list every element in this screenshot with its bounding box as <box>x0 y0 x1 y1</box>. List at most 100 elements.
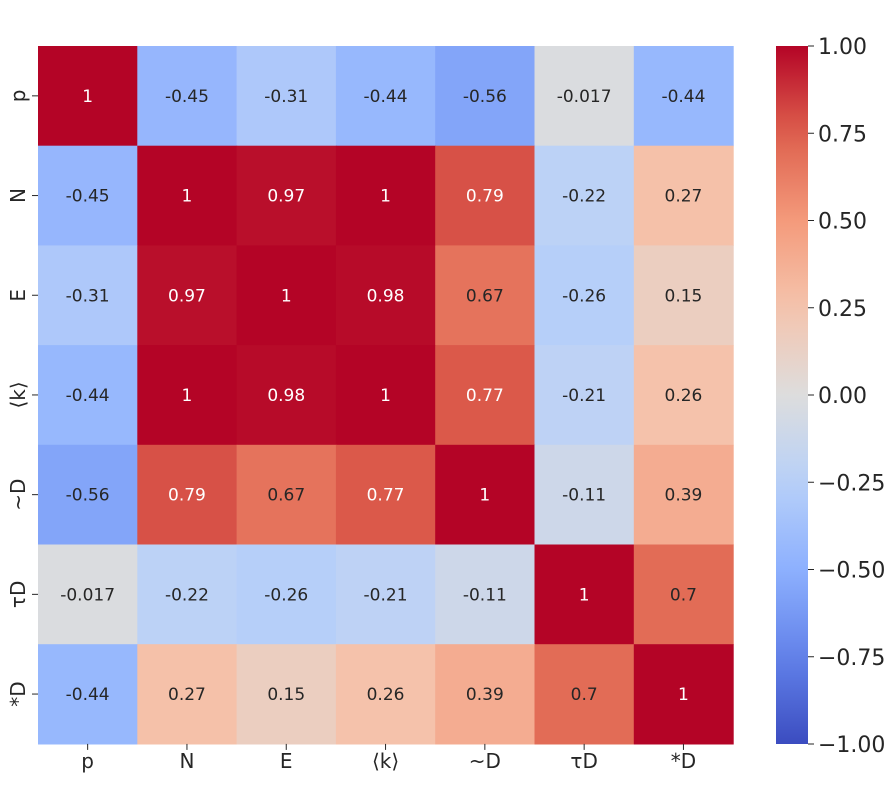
heatmap-cell <box>236 644 337 745</box>
heatmap-cell <box>137 245 238 346</box>
cell-value-label: 0.15 <box>267 685 305 705</box>
heatmap-cell <box>335 444 436 546</box>
y-tick-label: ~D <box>6 479 30 511</box>
heatmap-cell <box>236 544 337 645</box>
x-tick-label: ~D <box>469 749 501 773</box>
heatmap-cell <box>137 644 238 745</box>
cell-value-label: -0.56 <box>66 486 110 506</box>
cell-value-label: 0.27 <box>665 187 703 207</box>
heatmap-cell <box>435 345 536 446</box>
x-tick-label: E <box>280 749 293 773</box>
heatmap-cell <box>633 644 734 745</box>
colorbar-tick-label: 0.50 <box>818 210 867 235</box>
colorbar-tick-label: −0.25 <box>818 471 885 496</box>
heatmap-cell <box>435 444 536 546</box>
heatmap-cell <box>534 145 635 246</box>
heatmap-cell <box>335 145 436 246</box>
heatmap-cell <box>137 444 238 546</box>
cell-value-label: -0.21 <box>364 585 408 605</box>
cell-value-label: 0.77 <box>367 486 405 506</box>
heatmap-cell <box>38 245 138 346</box>
heatmap-cell <box>534 444 635 546</box>
y-tick-label: ⟨k⟩ <box>6 381 30 408</box>
y-tick-label: *D <box>6 681 30 706</box>
heatmap-cell <box>534 345 635 446</box>
heatmap-cell <box>137 46 238 147</box>
x-tick-label: p <box>81 749 94 773</box>
heatmap-cell <box>534 245 635 346</box>
heatmap-cell <box>633 46 734 147</box>
heatmap-cell <box>633 444 734 546</box>
heatmap-cell <box>435 145 536 246</box>
cell-value-label: -0.44 <box>66 386 110 406</box>
heatmap-cell <box>534 544 635 645</box>
cell-value-label: 0.98 <box>367 286 405 306</box>
cell-value-label: 1 <box>182 386 193 406</box>
heatmap-cell <box>633 245 734 346</box>
y-axis: p N E ⟨k⟩ ~D τD *D <box>6 89 38 707</box>
heatmap-cell <box>435 245 536 346</box>
heatmap-cell <box>236 444 337 546</box>
cell-value-label: -0.017 <box>557 87 612 107</box>
cell-value-label: -0.22 <box>165 585 209 605</box>
x-tick-label: *D <box>671 749 696 773</box>
cell-value-label: 1 <box>380 187 391 207</box>
cell-value-label: 0.67 <box>466 286 504 306</box>
heatmap-cell <box>137 544 238 645</box>
cell-value-label: 0.97 <box>168 286 206 306</box>
heatmap-cell <box>633 544 734 645</box>
x-tick-label: τD <box>570 749 597 773</box>
heatmap-cell <box>335 245 436 346</box>
heatmap-cell <box>236 145 337 246</box>
cell-value-label: -0.26 <box>562 286 606 306</box>
heatmap-cell <box>38 444 138 546</box>
heatmap-cell <box>335 644 436 745</box>
cell-value-label: 1 <box>380 386 391 406</box>
cell-value-label: 0.79 <box>168 486 206 506</box>
cell-value-label: 1 <box>82 87 93 107</box>
y-tick-label: τD <box>6 581 30 608</box>
cell-value-label: -0.44 <box>661 87 705 107</box>
cell-value-label: 1 <box>678 685 689 705</box>
cell-value-label: -0.11 <box>463 585 507 605</box>
cell-value-label: 1 <box>182 187 193 207</box>
heatmap-cell <box>335 544 436 645</box>
heatmap-cell <box>236 345 337 446</box>
heatmap-cell <box>38 544 138 645</box>
heatmap-cell <box>633 145 734 246</box>
cell-value-label: 0.67 <box>267 486 305 506</box>
cell-value-label: 1 <box>479 486 490 506</box>
cell-value-label: -0.44 <box>364 87 408 107</box>
colorbar-tick-label: 1.00 <box>818 35 867 60</box>
cell-value-label: 0.98 <box>267 386 305 406</box>
cell-value-label: 0.79 <box>466 187 504 207</box>
cell-value-label: -0.22 <box>562 187 606 207</box>
cell-value-label: 0.26 <box>665 386 703 406</box>
cell-value-label: -0.31 <box>264 87 308 107</box>
colorbar-tick-label: −0.50 <box>818 559 885 584</box>
cell-value-label: -0.26 <box>264 585 308 605</box>
heatmap-cell <box>38 46 138 147</box>
heatmap-cell <box>137 145 238 246</box>
heatmap-cell <box>435 46 536 147</box>
y-tick-label: E <box>6 289 30 302</box>
heatmap-cell <box>38 145 138 246</box>
cell-value-label: 0.27 <box>168 685 206 705</box>
cell-value-label: -0.11 <box>562 486 606 506</box>
heatmap-cell <box>435 644 536 745</box>
cell-value-label: -0.45 <box>66 187 110 207</box>
heatmap-cell <box>335 46 436 147</box>
cell-value-label: 0.39 <box>466 685 504 705</box>
colorbar-tick-label: 0.25 <box>818 297 867 322</box>
heatmap-cell <box>236 46 337 147</box>
x-tick-label: ⟨k⟩ <box>372 749 399 773</box>
heatmap-cell-labels: 1 -0.45 -0.31 -0.44 -0.56 -0.017 -0.44 -0.45 1 0.… <box>60 87 705 705</box>
colorbar: 1.00 0.75 0.50 0.25 0.00 −0.25 −0.50 −0.75 −1.00 <box>776 35 885 758</box>
heatmap-cells <box>38 46 734 745</box>
heatmap-cell <box>534 644 635 745</box>
heatmap-cell <box>335 345 436 446</box>
cell-value-label: 0.7 <box>571 685 598 705</box>
x-axis: p N E ⟨k⟩ ~D τD *D <box>81 743 696 773</box>
y-tick-label: p <box>6 89 30 102</box>
